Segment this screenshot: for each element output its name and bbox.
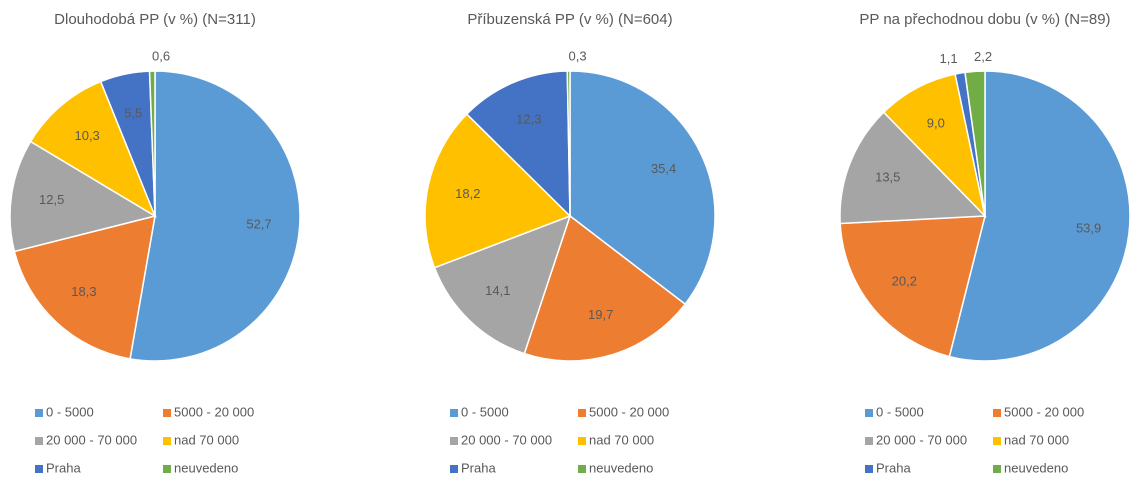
legend-label: Praha [461, 460, 496, 475]
data-label: 19,7 [588, 307, 613, 322]
legend-label: neuvedeno [174, 460, 238, 475]
data-label: 20,2 [892, 274, 917, 289]
legend-swatch [993, 465, 1001, 473]
legend-swatch [865, 437, 873, 445]
pie-slice [424, 113, 572, 269]
chart-title: Příbuzenská PP (v %) (N=604) [467, 11, 672, 28]
data-label: 12,3 [516, 111, 541, 126]
legend-label: Praha [46, 460, 81, 475]
chart-title: Dlouhodobá PP (v %) (N=311) [54, 11, 256, 28]
legend-label: 20 000 - 70 000 [46, 432, 137, 447]
data-label: 5,5 [124, 105, 142, 120]
pie-slice [523, 214, 687, 362]
legend-label: 20 000 - 70 000 [876, 432, 967, 447]
data-label: 35,4 [651, 161, 676, 176]
data-label: 18,3 [71, 284, 96, 299]
legend-label: 0 - 5000 [876, 404, 924, 419]
data-label: 52,7 [246, 216, 271, 231]
legend-label: neuvedeno [1004, 460, 1068, 475]
legend-label: 5000 - 20 000 [1004, 404, 1084, 419]
legend-label: 0 - 5000 [461, 404, 509, 419]
legend-swatch [35, 465, 43, 473]
data-label: 14,1 [485, 283, 510, 298]
pie-slice [148, 70, 156, 217]
pie-slice [9, 140, 157, 253]
pie-slice [433, 214, 572, 355]
pie-slice [964, 70, 986, 217]
legend-label: nad 70 000 [1004, 432, 1069, 447]
chart-title: PP na přechodnou dobu (v %) (N=89) [859, 11, 1110, 28]
legend-label: nad 70 000 [589, 432, 654, 447]
pie-slice [13, 214, 156, 360]
legend-swatch [993, 409, 1001, 417]
pie-slice [29, 80, 157, 218]
legend-label: nad 70 000 [174, 432, 239, 447]
data-label: 12,5 [39, 192, 64, 207]
legend-swatch [163, 465, 171, 473]
legend-swatch [578, 409, 586, 417]
pie-slice [948, 70, 1131, 362]
legend-swatch [450, 409, 458, 417]
legend-swatch [163, 409, 171, 417]
data-label: 0,6 [152, 48, 170, 63]
data-label: 18,2 [455, 186, 480, 201]
pie-slice [839, 215, 986, 358]
pie-slice [465, 70, 571, 218]
pie-slice [839, 111, 987, 225]
legend-swatch [450, 465, 458, 473]
legend-label: Praha [876, 460, 911, 475]
legend-label: 20 000 - 70 000 [461, 432, 552, 447]
legend-label: 5000 - 20 000 [589, 404, 669, 419]
data-label: 53,9 [1076, 220, 1101, 235]
data-label: 9,0 [927, 115, 945, 130]
data-label: 2,2 [974, 49, 992, 64]
pie-slice [569, 70, 716, 306]
legend-swatch [578, 437, 586, 445]
legend-swatch [35, 409, 43, 417]
pie-slice [566, 70, 571, 217]
legend-swatch [993, 437, 1001, 445]
data-label: 1,1 [940, 51, 958, 66]
legend-swatch [865, 409, 873, 417]
legend-label: 5000 - 20 000 [174, 404, 254, 419]
pie-slice [882, 73, 987, 219]
data-label: 10,3 [74, 128, 99, 143]
legend-label: neuvedeno [589, 460, 653, 475]
legend-swatch [578, 465, 586, 473]
legend-swatch [35, 437, 43, 445]
legend-swatch [450, 437, 458, 445]
data-label: 13,5 [875, 169, 900, 184]
legend-swatch [163, 437, 171, 445]
data-label: 0,3 [569, 48, 587, 63]
legend-label: 0 - 5000 [46, 404, 94, 419]
pie-slice [129, 70, 301, 362]
legend-swatch [865, 465, 873, 473]
